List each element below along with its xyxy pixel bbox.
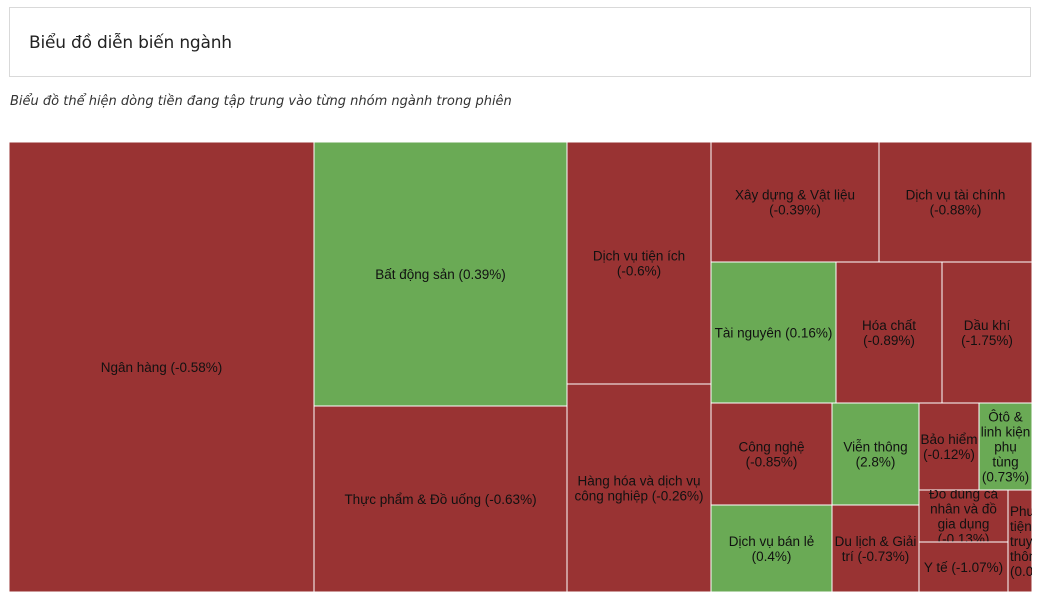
treemap-tile-do-dung-ca-nhan-va-do-gia-dung[interactable]: Đồ dùng cá nhân và đồ gia dụng (-0.13%): [918, 487, 1009, 547]
treemap-tile-label: Công nghệ (-0.85%): [738, 440, 804, 470]
treemap-tile-rect[interactable]: [978, 402, 1033, 491]
treemap-tile-oto-linh-kien-phu-tung[interactable]: Ôtô & linh kiện phụ tùng (0.73%): [978, 402, 1033, 491]
treemap-tile-rect[interactable]: [941, 261, 1033, 404]
treemap-tile-rect[interactable]: [918, 402, 980, 491]
treemap-tile-label: Tài nguyên (0.16%): [715, 326, 833, 341]
treemap-tile-tai-nguyen[interactable]: Tài nguyên (0.16%): [710, 261, 837, 404]
treemap-tile-cong-nghe[interactable]: Công nghệ (-0.85%): [710, 402, 833, 506]
treemap-tile-hoa-chat[interactable]: Hóa chất (-0.89%): [835, 261, 943, 404]
treemap-tile-rect[interactable]: [1007, 489, 1033, 592]
treemap-tile-phuong-tien-truyen-thong[interactable]: Phư tiện truy thôn (0.0: [1007, 489, 1033, 592]
treemap-tile-dau-khi[interactable]: Dầu khí (-1.75%): [941, 261, 1033, 404]
treemap-tile-rect[interactable]: [9, 142, 315, 592]
treemap-tile-label: Dầu khí (-1.75%): [961, 318, 1013, 348]
treemap-tile-label: Ôtô & linh kiện phụ tùng (0.73%): [981, 410, 1031, 485]
treemap-tile-rect[interactable]: [710, 402, 833, 506]
treemap-tile-rect[interactable]: [566, 383, 712, 592]
treemap-tile-label: Xây dựng & Vật liệu (-0.39%): [735, 188, 855, 218]
treemap-tile-label: Du lịch & Giải trí (-0.73%): [835, 534, 917, 564]
treemap-tile-thuc-pham-do-uong[interactable]: Thực phẩm & Đồ uống (-0.63%): [313, 405, 568, 592]
treemap-tile-label: Bảo hiểm (-0.12%): [920, 432, 977, 462]
chart-header-box: Biểu đồ diễn biến ngành: [9, 7, 1031, 77]
treemap-tile-du-lich-giai-tri[interactable]: Du lịch & Giải trí (-0.73%): [831, 504, 920, 592]
treemap-tile-label: Hàng hóa và dịch vụ công nghiệp (-0.26%): [574, 474, 703, 504]
treemap-tile-hang-hoa-va-dich-vu-cong-nghiep[interactable]: Hàng hóa và dịch vụ công nghiệp (-0.26%): [566, 383, 712, 592]
treemap-tile-label: Phư tiện truy thôn (0.0: [1010, 504, 1033, 579]
treemap-tile-label: Đồ dùng cá nhân và đồ gia dụng (-0.13%): [929, 487, 999, 547]
treemap-tile-bao-hiem[interactable]: Bảo hiểm (-0.12%): [918, 402, 980, 491]
chart-title: Biểu đồ diễn biến ngành: [29, 33, 232, 53]
treemap-tile-ngan-hang[interactable]: Ngân hàng (-0.58%): [9, 142, 315, 592]
treemap-tile-y-te[interactable]: Y tế (-1.07%): [918, 541, 1009, 592]
treemap-tile-rect[interactable]: [835, 261, 943, 404]
treemap-tile-rect[interactable]: [566, 142, 712, 385]
treemap-tile-dich-vu-tien-ich[interactable]: Dịch vụ tiện ích (-0.6%): [566, 142, 712, 385]
treemap-tile-rect[interactable]: [878, 142, 1033, 263]
treemap-tile-rect[interactable]: [313, 405, 568, 592]
treemap-tile-rect[interactable]: [313, 142, 568, 407]
treemap-tile-label: Dịch vụ tài chính (-0.88%): [906, 188, 1006, 218]
treemap-tile-label: Bất động sản (0.39%): [375, 267, 506, 282]
treemap-tile-rect[interactable]: [831, 402, 920, 506]
treemap-tile-rect[interactable]: [710, 142, 880, 263]
treemap-tile-label: Ngân hàng (-0.58%): [101, 360, 223, 375]
treemap-tile-label: Thực phẩm & Đồ uống (-0.63%): [344, 492, 536, 507]
treemap-tile-label: Dịch vụ bán lẻ (0.4%): [729, 534, 815, 564]
treemap-tile-label: Dịch vụ tiện ích (-0.6%): [593, 249, 685, 279]
treemap-tile-dich-vu-ban-le[interactable]: Dịch vụ bán lẻ (0.4%): [710, 504, 833, 592]
treemap-tile-rect[interactable]: [710, 504, 833, 592]
treemap-tile-label: Viễn thông (2.8%): [843, 440, 907, 470]
sector-treemap: Ngân hàng (-0.58%) Bất động sản (0.39%) Th…: [9, 142, 1033, 592]
treemap-tile-xay-dung-vat-lieu[interactable]: Xây dựng & Vật liệu (-0.39%): [710, 142, 880, 263]
treemap-tile-bat-dong-san[interactable]: Bất động sản (0.39%): [313, 142, 568, 407]
chart-subtitle: Biểu đồ thể hiện dòng tiền đang tập trun…: [10, 94, 512, 109]
treemap-tile-rect[interactable]: [710, 261, 837, 404]
treemap-tile-rect[interactable]: [831, 504, 920, 592]
treemap-tile-vien-thong[interactable]: Viễn thông (2.8%): [831, 402, 920, 506]
treemap-tile-label: Y tế (-1.07%): [924, 560, 1003, 575]
treemap-tile-rect[interactable]: [918, 541, 1009, 592]
treemap-tile-label: Hóa chất (-0.89%): [862, 318, 916, 348]
treemap-tile-dich-vu-tai-chinh[interactable]: Dịch vụ tài chính (-0.88%): [878, 142, 1033, 263]
